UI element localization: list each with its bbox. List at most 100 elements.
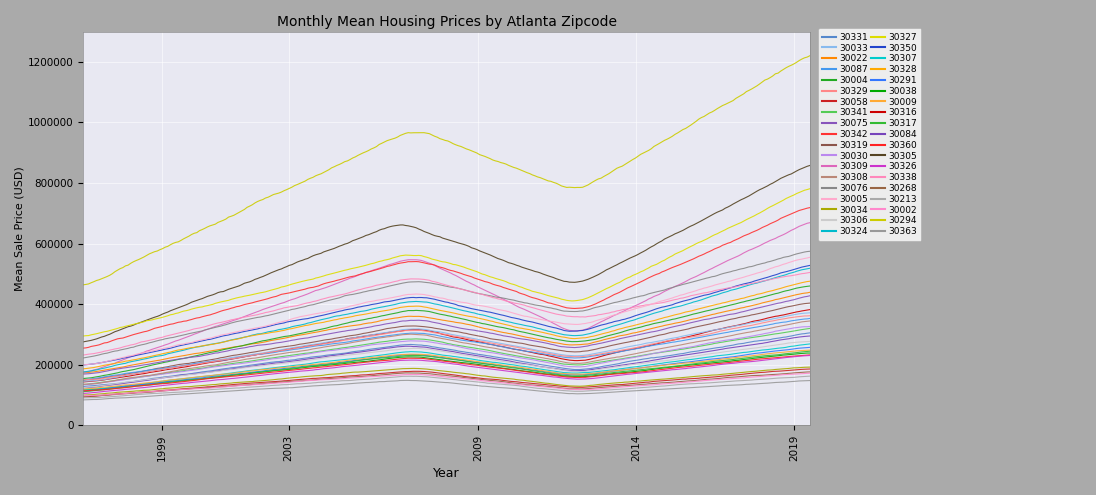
Line: 30350: 30350 bbox=[83, 265, 810, 365]
30004 bbox=[510, 328, 523, 334]
30034 bbox=[446, 369, 459, 375]
30076 bbox=[172, 333, 185, 339]
30002 bbox=[346, 375, 359, 381]
30338 bbox=[346, 289, 359, 295]
30033 bbox=[803, 310, 817, 316]
30324 bbox=[446, 305, 459, 311]
30363 bbox=[172, 391, 185, 397]
30319 bbox=[455, 330, 468, 336]
30338 bbox=[581, 313, 594, 319]
30084 bbox=[455, 350, 468, 356]
30305 bbox=[77, 339, 90, 345]
30309 bbox=[77, 369, 90, 375]
30326 bbox=[803, 352, 817, 358]
Line: 30213: 30213 bbox=[83, 376, 810, 398]
30360 bbox=[803, 352, 817, 358]
30363 bbox=[584, 391, 597, 396]
30075 bbox=[455, 325, 468, 331]
30329 bbox=[803, 313, 817, 319]
30087 bbox=[510, 346, 523, 352]
30034 bbox=[455, 370, 468, 376]
30329 bbox=[79, 377, 92, 383]
30030 bbox=[77, 382, 90, 388]
30005 bbox=[77, 362, 90, 368]
30326 bbox=[581, 376, 594, 382]
30307 bbox=[455, 354, 468, 360]
30291 bbox=[446, 356, 459, 362]
Line: 30004: 30004 bbox=[83, 286, 810, 379]
30038 bbox=[346, 360, 359, 366]
30329 bbox=[584, 352, 597, 358]
Line: 30309: 30309 bbox=[83, 223, 810, 372]
30331 bbox=[172, 372, 185, 378]
30331 bbox=[510, 357, 523, 363]
Line: 30360: 30360 bbox=[83, 355, 810, 391]
30342 bbox=[581, 304, 594, 310]
30033 bbox=[77, 378, 90, 384]
30075 bbox=[346, 327, 359, 333]
30328 bbox=[446, 310, 459, 316]
30213 bbox=[77, 395, 90, 401]
30328 bbox=[510, 324, 523, 330]
Line: 30002: 30002 bbox=[83, 373, 810, 396]
30004 bbox=[346, 319, 359, 325]
30009 bbox=[172, 376, 185, 382]
30331 bbox=[77, 384, 90, 390]
30309 bbox=[172, 337, 185, 343]
30022 bbox=[446, 319, 459, 325]
30034 bbox=[172, 384, 185, 390]
30076 bbox=[446, 285, 459, 291]
30022 bbox=[803, 290, 817, 296]
Line: 30328: 30328 bbox=[83, 281, 810, 369]
30363 bbox=[803, 378, 817, 384]
30305 bbox=[446, 238, 459, 244]
30327 bbox=[510, 283, 523, 289]
30030 bbox=[172, 369, 185, 375]
30316 bbox=[803, 307, 817, 313]
30033 bbox=[346, 335, 359, 341]
30324 bbox=[581, 331, 594, 337]
30350 bbox=[510, 315, 523, 321]
30309 bbox=[346, 274, 359, 280]
30034 bbox=[77, 392, 90, 398]
30331 bbox=[803, 330, 817, 336]
30341 bbox=[446, 342, 459, 347]
30002 bbox=[510, 381, 523, 387]
30308 bbox=[455, 340, 468, 346]
30291 bbox=[803, 345, 817, 350]
30306 bbox=[346, 351, 359, 357]
30022 bbox=[172, 353, 185, 359]
30331 bbox=[346, 349, 359, 355]
30331 bbox=[446, 347, 459, 353]
30058 bbox=[581, 384, 594, 390]
30342 bbox=[510, 289, 523, 295]
30004 bbox=[172, 356, 185, 362]
30308 bbox=[346, 340, 359, 346]
30342 bbox=[346, 273, 359, 279]
30294 bbox=[172, 239, 185, 245]
30291 bbox=[77, 388, 90, 394]
30307 bbox=[346, 356, 359, 362]
Title: Monthly Mean Housing Prices by Atlanta Zipcode: Monthly Mean Housing Prices by Atlanta Z… bbox=[276, 15, 617, 29]
30058 bbox=[510, 379, 523, 385]
30319 bbox=[510, 340, 523, 346]
30309 bbox=[581, 326, 594, 332]
30306 bbox=[172, 373, 185, 379]
Line: 30307: 30307 bbox=[83, 344, 810, 390]
30084 bbox=[346, 350, 359, 356]
30341 bbox=[803, 325, 817, 331]
Line: 30305: 30305 bbox=[83, 165, 810, 342]
30338 bbox=[172, 330, 185, 336]
30005 bbox=[172, 342, 185, 347]
30213 bbox=[446, 377, 459, 383]
30084 bbox=[581, 367, 594, 373]
30306 bbox=[455, 351, 468, 357]
30294 bbox=[581, 182, 594, 188]
30327 bbox=[455, 263, 468, 269]
30075 bbox=[446, 324, 459, 330]
30294 bbox=[77, 282, 90, 288]
30038 bbox=[77, 387, 90, 393]
30075 bbox=[77, 371, 90, 377]
30360 bbox=[455, 360, 468, 366]
30294 bbox=[446, 141, 459, 147]
